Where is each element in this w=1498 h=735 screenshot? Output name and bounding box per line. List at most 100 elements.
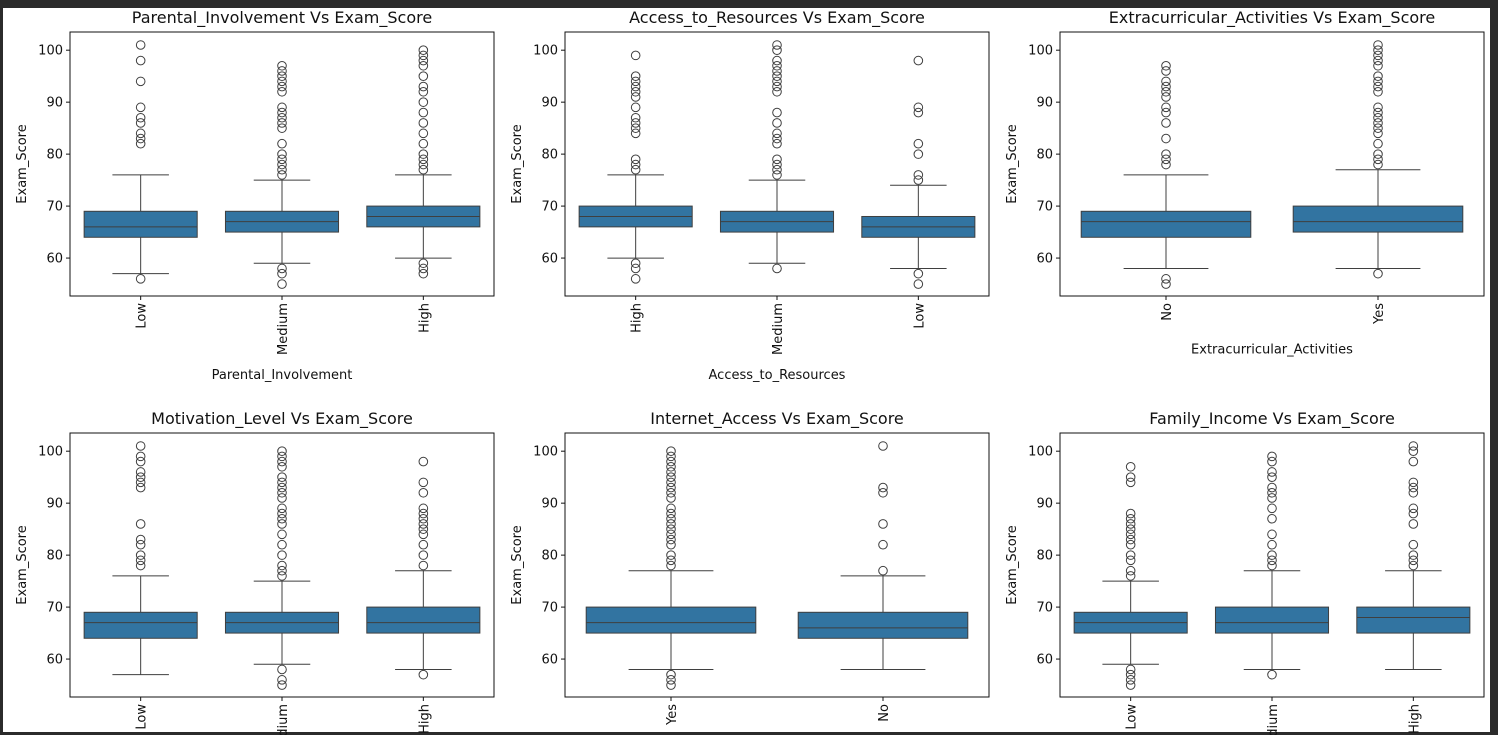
outlier xyxy=(418,71,429,81)
outlier xyxy=(1373,123,1383,133)
outlier xyxy=(1161,118,1171,128)
y-tick-label: 80 xyxy=(541,549,558,564)
outlier xyxy=(1267,550,1277,560)
outlier xyxy=(277,529,287,540)
outlier xyxy=(277,66,287,76)
outlier xyxy=(1125,550,1136,560)
outlier xyxy=(1125,571,1136,581)
outlier xyxy=(1125,675,1136,685)
outlier xyxy=(418,263,429,274)
x-tick-label: Medium xyxy=(1266,704,1281,735)
outlier xyxy=(1373,45,1383,55)
outlier xyxy=(135,451,146,462)
outlier xyxy=(1408,560,1419,571)
outlier xyxy=(666,669,676,680)
axes-frame xyxy=(1059,432,1485,698)
outlier xyxy=(277,493,287,503)
outlier xyxy=(418,107,429,118)
outlier xyxy=(1125,524,1136,534)
outlier xyxy=(135,112,146,123)
outlier xyxy=(913,102,924,113)
outlier xyxy=(418,149,429,159)
axes-frame xyxy=(69,432,495,698)
outlier xyxy=(418,159,429,170)
outlier xyxy=(277,565,287,576)
outlier xyxy=(913,138,924,149)
outlier xyxy=(135,467,146,477)
outlier xyxy=(1373,86,1383,97)
outlier xyxy=(913,149,924,159)
outlier xyxy=(1125,508,1136,519)
outlier xyxy=(418,529,429,540)
outlier xyxy=(630,92,641,102)
outlier xyxy=(135,118,146,128)
outlier xyxy=(1408,539,1419,550)
outlier xyxy=(277,519,287,529)
outlier xyxy=(277,451,287,462)
outlier xyxy=(772,133,782,144)
outlier xyxy=(666,472,676,482)
y-tick-label: 90 xyxy=(46,497,63,512)
outlier xyxy=(1161,159,1171,170)
outlier xyxy=(1125,477,1136,488)
outlier xyxy=(630,118,641,128)
x-tick-label: Low xyxy=(1125,704,1140,730)
outlier xyxy=(277,664,287,675)
outlier xyxy=(277,164,287,175)
outlier xyxy=(418,524,429,534)
outlier xyxy=(666,555,676,566)
subplot-title: Access_to_Resources Vs Exam_Score xyxy=(629,8,925,28)
outlier xyxy=(1373,55,1383,66)
outlier xyxy=(277,123,287,133)
outlier xyxy=(630,81,641,92)
outlier xyxy=(1125,529,1136,540)
x-tick-label: High xyxy=(417,303,432,333)
outlier xyxy=(418,45,429,55)
outlier xyxy=(418,477,429,488)
outlier xyxy=(630,50,641,61)
outlier xyxy=(1125,472,1136,482)
outlier xyxy=(277,71,287,81)
outlier xyxy=(1267,555,1277,566)
outlier xyxy=(630,128,641,139)
outlier xyxy=(277,680,287,690)
outlier xyxy=(1373,40,1383,50)
outlier xyxy=(772,164,782,175)
outlier xyxy=(666,487,676,498)
outlier xyxy=(772,263,782,274)
outlier xyxy=(277,279,287,289)
outlier xyxy=(630,154,641,165)
outlier xyxy=(1161,279,1171,289)
outlier xyxy=(630,263,641,274)
outlier xyxy=(277,513,287,524)
outlier xyxy=(277,487,287,498)
outlier xyxy=(1125,513,1136,524)
outlier xyxy=(913,175,924,185)
box xyxy=(1214,606,1330,634)
y-tick-label: 90 xyxy=(46,96,63,111)
outlier xyxy=(135,482,146,493)
subplot-title: Motivation_Level Vs Exam_Score xyxy=(151,409,413,429)
outlier xyxy=(135,40,146,50)
outlier xyxy=(277,112,287,123)
outlier xyxy=(630,274,641,284)
outlier xyxy=(1267,456,1277,467)
outlier xyxy=(772,107,782,118)
outlier xyxy=(1373,149,1383,159)
outlier xyxy=(772,138,782,149)
outlier xyxy=(1408,555,1419,566)
outlier xyxy=(277,138,287,149)
outlier xyxy=(1373,60,1383,71)
outlier xyxy=(418,487,429,498)
box xyxy=(366,606,481,634)
outlier xyxy=(135,456,146,467)
y-tick-label: 100 xyxy=(38,445,63,460)
subplot-title: Internet_Access Vs Exam_Score xyxy=(650,409,904,429)
x-tick-label: Medium xyxy=(276,303,291,355)
y-tick-label: 100 xyxy=(533,44,558,59)
outlier xyxy=(666,560,676,571)
outlier xyxy=(666,550,676,560)
outlier xyxy=(666,680,676,690)
outlier xyxy=(418,50,429,61)
